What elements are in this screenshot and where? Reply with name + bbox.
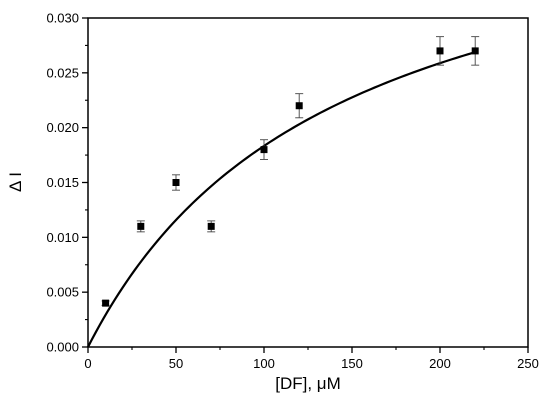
data-point: [172, 174, 180, 191]
x-axis-ticks: 0 50 100 150 200 250: [84, 347, 539, 371]
plot-frame: [87, 17, 529, 348]
data-point: [136, 220, 145, 233]
square-marker: [260, 146, 268, 154]
y-tick-label: 0.005: [46, 285, 79, 300]
square-marker: [436, 47, 444, 55]
data-point: [295, 93, 304, 119]
y-tick-label: 0.020: [46, 120, 79, 135]
square-marker: [102, 299, 110, 307]
x-tick-label: 150: [341, 356, 363, 371]
x-tick-label: 250: [517, 356, 539, 371]
x-tick-label: 100: [253, 356, 275, 371]
y-tick-label: 0.015: [46, 175, 79, 190]
x-tick-label: 0: [84, 356, 91, 371]
data-points: [101, 36, 480, 307]
y-tick-label: 0.025: [46, 65, 79, 80]
data-point: [471, 36, 480, 66]
y-axis-ticks: 0.000 0.005 0.010 0.015 0.020 0.025 0.030: [46, 11, 88, 355]
square-marker: [172, 179, 180, 186]
x-tick-label: 200: [429, 356, 451, 371]
y-axis-label: Δ I: [6, 172, 25, 192]
x-tick-label: 50: [169, 356, 183, 371]
data-point: [436, 36, 444, 66]
y-tick-label: 0.000: [46, 340, 79, 355]
square-marker: [471, 47, 479, 55]
square-marker: [295, 102, 303, 110]
y-tick-label: 0.030: [46, 11, 79, 26]
data-point: [207, 220, 216, 233]
square-marker: [207, 222, 215, 230]
square-marker: [137, 222, 145, 230]
x-axis-label: [DF], μM: [275, 374, 341, 393]
fit-curve: [87, 51, 476, 348]
y-tick-label: 0.010: [46, 230, 79, 245]
data-point: [101, 299, 110, 307]
data-point: [260, 139, 268, 160]
